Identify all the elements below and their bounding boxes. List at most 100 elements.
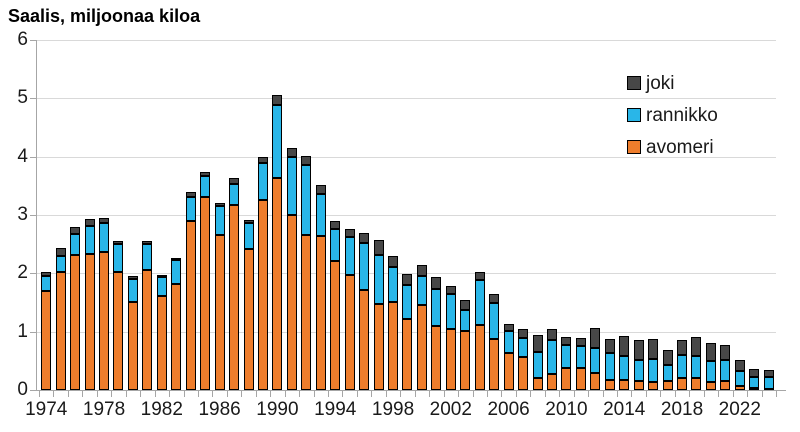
x-tick [313, 391, 315, 397]
x-tick [530, 391, 532, 397]
bar-2009-avomeri [546, 374, 557, 390]
x-tick [226, 391, 228, 397]
x-tick [183, 391, 185, 397]
x-tick [660, 391, 662, 397]
x-tick [356, 391, 358, 397]
bar-1980-rannikko [127, 278, 138, 302]
bar-1999-avomeri [402, 319, 413, 390]
x-tick [602, 391, 604, 397]
gridline-4 [36, 156, 776, 158]
bar-1996-rannikko [359, 243, 370, 290]
x-tick [111, 391, 113, 397]
x-tick [385, 391, 387, 397]
y-tick-3 [30, 215, 36, 216]
bar-1974-joki [41, 272, 52, 277]
bar-2000 [416, 40, 427, 390]
bar-2024-joki [763, 369, 774, 377]
bar-1993-avomeri [315, 236, 326, 390]
bar-2019-avomeri [691, 377, 702, 390]
y-axis-label-2: 2 [17, 262, 28, 284]
bar-2009 [546, 40, 557, 390]
bar-1985-rannikko [200, 175, 211, 197]
x-tick [284, 391, 286, 397]
gridline-6 [36, 40, 776, 41]
x-tick [559, 391, 561, 397]
bar-2001-avomeri [431, 325, 442, 390]
bar-2014-rannikko [619, 356, 630, 380]
bar-2003 [460, 40, 471, 390]
y-tick-6 [30, 40, 36, 41]
chart-title: Saalis, miljoonaa kiloa [8, 6, 201, 26]
bar-1992-joki [301, 155, 312, 165]
bar-2022 [734, 40, 745, 390]
bar-1979-rannikko [113, 244, 124, 273]
bar-1981-joki [142, 240, 153, 245]
bar-1996-joki [359, 233, 370, 243]
bar-1993-joki [315, 185, 326, 194]
bar-2002-rannikko [445, 294, 456, 329]
bar-2018 [677, 40, 688, 390]
x-axis-label-2006: 2006 [487, 399, 530, 420]
bar-2021 [720, 40, 731, 390]
bar-1989-avomeri [257, 199, 268, 390]
bar-1979-avomeri [113, 272, 124, 390]
bar-2023-avomeri [749, 388, 760, 390]
bar-2019-rannikko [691, 356, 702, 378]
bar-2015-joki [633, 340, 644, 361]
bar-2022-avomeri [734, 385, 745, 390]
bar-1994 [330, 40, 341, 390]
x-tick [443, 391, 445, 397]
bar-2016-joki [648, 339, 659, 360]
x-axis-label-2010: 2010 [545, 399, 588, 420]
y-tick-5 [30, 98, 36, 100]
bar-2001 [431, 40, 442, 390]
x-tick [328, 391, 329, 397]
x-tick [53, 391, 55, 397]
bar-2016-rannikko [648, 359, 659, 383]
x-tick [674, 391, 676, 397]
bar-1988-avomeri [243, 248, 254, 390]
bar-1985-joki [200, 171, 211, 176]
bar-1984-avomeri [185, 221, 196, 390]
bar-2002-joki [445, 286, 456, 295]
bar-1991-avomeri [286, 215, 297, 390]
x-tick [631, 391, 633, 397]
x-axis-label-1990: 1990 [256, 399, 299, 420]
bar-2021-rannikko [720, 359, 731, 381]
bar-2013-avomeri [604, 380, 615, 390]
x-tick [544, 391, 546, 397]
avomeri-swatch [627, 140, 641, 154]
bar-1975 [55, 40, 66, 390]
bar-1991 [286, 40, 297, 390]
bar-1986 [214, 40, 225, 390]
bar-2015-avomeri [633, 380, 644, 390]
bar-2010 [561, 40, 572, 390]
x-tick [617, 391, 618, 397]
bar-2002-avomeri [445, 328, 456, 390]
bar-1987 [229, 40, 240, 390]
bar-2003-joki [460, 300, 471, 311]
bar-1986-rannikko [214, 206, 225, 236]
bar-1979-joki [113, 240, 124, 245]
bar-2010-joki [561, 336, 572, 346]
bar-2008-joki [532, 335, 543, 352]
y-axis-label-3: 3 [17, 204, 28, 225]
bar-2017-avomeri [662, 380, 673, 390]
bar-2004-rannikko [474, 280, 485, 325]
bar-2004 [474, 40, 485, 390]
bar-1982 [156, 40, 167, 390]
bar-2007-rannikko [518, 337, 529, 357]
x-axis-label-2014: 2014 [603, 399, 646, 420]
bar-1977-joki [84, 219, 95, 226]
x-tick [429, 391, 431, 397]
bar-2008 [532, 40, 543, 390]
bar-1978-rannikko [99, 223, 110, 253]
bar-2001-joki [431, 277, 442, 289]
bar-1998-rannikko [388, 266, 399, 302]
bar-2024-rannikko [763, 376, 774, 389]
x-tick [732, 391, 734, 397]
x-tick [82, 391, 84, 397]
bar-2005-avomeri [489, 338, 500, 390]
bar-2019-joki [691, 336, 702, 357]
bar-2016 [648, 40, 659, 390]
